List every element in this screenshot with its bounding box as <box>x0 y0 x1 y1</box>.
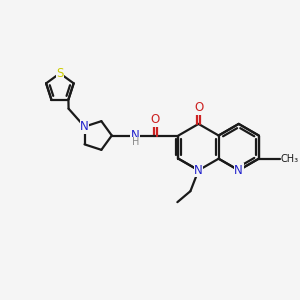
Text: N: N <box>130 129 140 142</box>
Text: N: N <box>80 120 89 133</box>
Text: S: S <box>56 67 64 80</box>
Text: H: H <box>132 137 139 147</box>
Text: CH₃: CH₃ <box>281 154 299 164</box>
Text: N: N <box>234 164 243 177</box>
Text: O: O <box>194 101 203 115</box>
Text: N: N <box>194 164 203 177</box>
Text: O: O <box>151 113 160 126</box>
